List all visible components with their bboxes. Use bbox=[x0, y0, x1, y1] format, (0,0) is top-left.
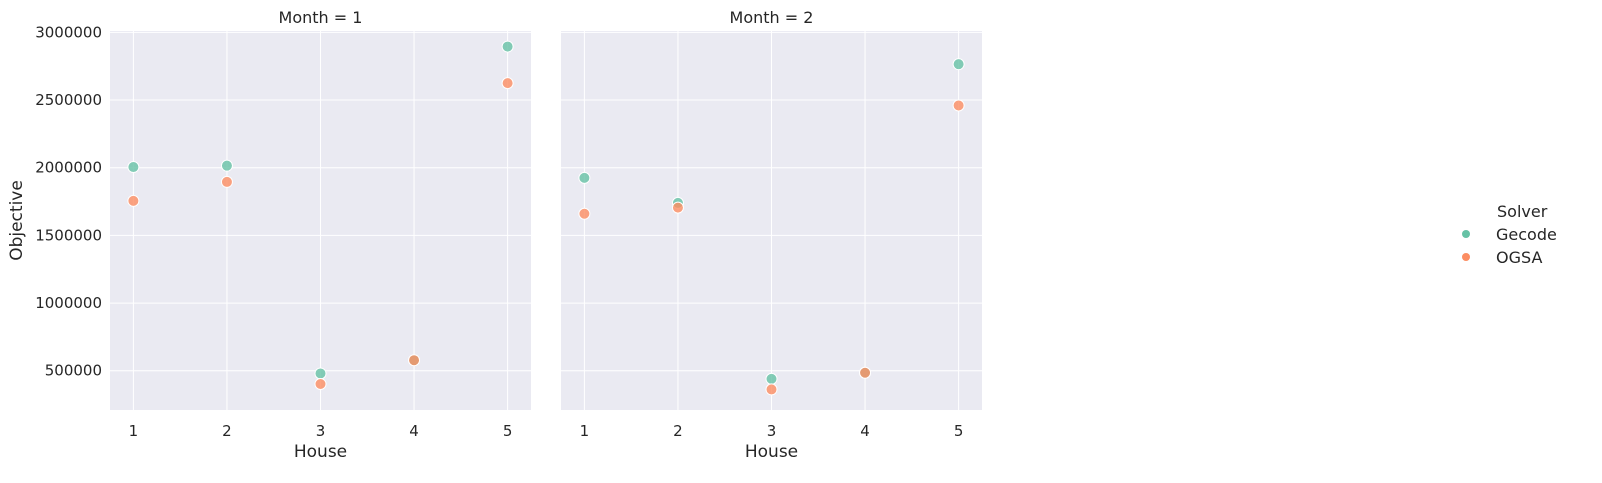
data-point bbox=[314, 367, 327, 380]
legend-marker bbox=[1462, 230, 1470, 238]
data-point bbox=[765, 372, 778, 385]
x-tick-label: 5 bbox=[954, 422, 964, 440]
x-tick-label: 3 bbox=[767, 422, 777, 440]
data-point bbox=[127, 161, 140, 174]
facet-panel-2: 1 2 3 4 5 Month = 2 House bbox=[561, 8, 982, 462]
facet-panels: 1 2 3 4 5 500000 1000000 1500000 2000000 2500000 3… bbox=[7, 8, 982, 462]
data-point bbox=[501, 40, 514, 53]
y-tick-label: 3000000 bbox=[35, 23, 102, 41]
y-tick-label: 2000000 bbox=[35, 159, 102, 177]
data-point bbox=[220, 159, 233, 172]
data-point bbox=[314, 378, 327, 391]
data-point bbox=[952, 58, 965, 71]
data-point bbox=[501, 77, 514, 90]
y-tick-label: 1000000 bbox=[35, 294, 102, 312]
y-tick-label: 2500000 bbox=[35, 91, 102, 109]
legend-items: Gecode OGSA bbox=[1462, 225, 1557, 267]
legend-title: Solver bbox=[1497, 202, 1548, 221]
y-tick-label: 1500000 bbox=[35, 226, 102, 244]
y-tick-label: 500000 bbox=[45, 362, 102, 380]
x-axis-label: House bbox=[745, 442, 798, 462]
data-point bbox=[952, 99, 965, 112]
facet-title: Month = 1 bbox=[279, 8, 363, 27]
y-axis-label: Objective bbox=[7, 180, 27, 261]
data-point bbox=[408, 354, 421, 367]
data-point bbox=[859, 366, 872, 379]
x-tick-label: 1 bbox=[129, 422, 139, 440]
data-point bbox=[578, 171, 591, 184]
series-ogsa bbox=[127, 77, 514, 391]
x-tick-label: 4 bbox=[409, 422, 419, 440]
x-tick-label: 2 bbox=[222, 422, 232, 440]
x-tick-label: 4 bbox=[860, 422, 870, 440]
data-point bbox=[765, 383, 778, 396]
x-tick-label: 3 bbox=[316, 422, 326, 440]
data-point bbox=[220, 175, 233, 188]
x-tick-label: 1 bbox=[580, 422, 590, 440]
x-axis-label: House bbox=[294, 442, 347, 462]
series-ogsa bbox=[578, 99, 965, 396]
legend-marker bbox=[1462, 253, 1470, 261]
facet-title: Month = 2 bbox=[730, 8, 814, 27]
legend-label: OGSA bbox=[1496, 248, 1542, 267]
x-tick-label: 5 bbox=[503, 422, 513, 440]
x-tick-label: 2 bbox=[673, 422, 683, 440]
facet-panel-1: 1 2 3 4 5 500000 1000000 1500000 2000000 2500000 3… bbox=[7, 8, 531, 462]
data-point bbox=[671, 201, 684, 214]
legend-label: Gecode bbox=[1496, 225, 1557, 244]
data-point bbox=[578, 207, 591, 220]
data-point bbox=[127, 194, 140, 207]
legend: Solver Gecode OGSA bbox=[1462, 202, 1557, 267]
